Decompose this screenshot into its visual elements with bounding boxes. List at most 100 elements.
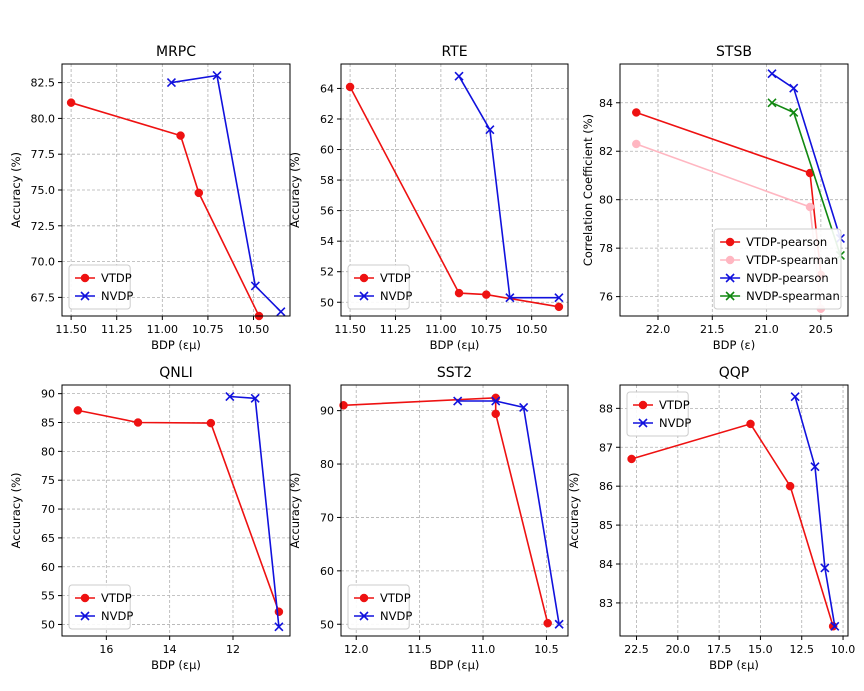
rte-legend-label: VTDP xyxy=(380,271,411,285)
qqp-legend-marker xyxy=(638,400,648,410)
mrpc-series-nvdp-point-stroke-b xyxy=(166,78,177,88)
mrpc-ytick-label: 82.5 xyxy=(31,77,56,90)
sst2-series-nvdp-point xyxy=(519,402,529,412)
qqp-series-nvdp-point-stroke-b xyxy=(830,621,840,631)
rte-ytick-label: 64 xyxy=(320,82,334,95)
stsb-series-nvdp-pearson-point-stroke-b xyxy=(789,83,799,93)
rte-ytick-label: 52 xyxy=(320,266,334,279)
mrpc-series-vtdp-point xyxy=(66,98,76,107)
rte-series-nvdp-point xyxy=(554,293,564,303)
sst2-series-nvdp-line xyxy=(457,400,560,625)
qqp-xtick-label: 17.5 xyxy=(707,643,732,656)
stsb-legend-marker xyxy=(725,273,735,283)
mrpc-legend-label: NVDP xyxy=(101,289,133,303)
qnli-axes-frame xyxy=(61,384,291,637)
mrpc-ylabel: Accuracy (%) xyxy=(9,152,23,228)
rte-ytick-label: 50 xyxy=(320,296,334,309)
stsb-legend-label: NVDP-pearson xyxy=(746,271,829,285)
sst2-legend-entry: VTDP xyxy=(354,591,411,605)
stsb-legend-marker xyxy=(725,291,735,301)
chart-stsb: 22.0 21.5 21.0 20.5 76 78 80 82 84 STSB BDP (ε) Cor… xyxy=(581,44,849,352)
rte-ytick-label: 60 xyxy=(320,144,334,157)
qqp-series-nvdp-point-stroke-b xyxy=(810,462,820,472)
qqp-ytick-label: 85 xyxy=(599,519,613,532)
stsb-axes-frame xyxy=(619,63,849,317)
chart-qqp: 22.5 20.0 17.5 15.0 12.5 10.0 83 84 85 86 87 88 QQP B… xyxy=(567,365,855,672)
qnli-ytick-label: 70 xyxy=(41,503,55,516)
sst2-series-vtdp-point xyxy=(491,409,500,419)
rte-ylabel: Accuracy (%) xyxy=(288,152,302,228)
qnli-series-nvdp-point xyxy=(250,393,260,403)
mrpc-series-vtdp xyxy=(66,98,264,321)
qnli-legend-marker xyxy=(80,593,90,603)
stsb-legend-entry: NVDP-spearman xyxy=(720,289,840,303)
qnli-series-nvdp-point-stroke-b xyxy=(225,391,235,402)
qqp-xtick-label: 22.5 xyxy=(624,643,649,656)
rte-series-vtdp-line xyxy=(349,86,560,308)
sst2-series-nvdp xyxy=(453,396,564,629)
rte-legend-marker-stroke-b xyxy=(359,291,369,301)
mrpc-series-nvdp-point xyxy=(250,281,260,291)
stsb-legend-marker xyxy=(725,237,735,247)
mrpc-ytick-label: 75.0 xyxy=(31,184,56,197)
mrpc-series-nvdp-line xyxy=(171,74,282,313)
qqp-series-nvdp-point xyxy=(820,563,830,573)
qnli-legend-entry: NVDP xyxy=(75,609,133,623)
qqp-series-nvdp-point xyxy=(790,392,800,402)
sst2-series-nvdp-point-stroke-b xyxy=(519,402,529,412)
rte-series-nvdp-point-stroke-b xyxy=(505,293,515,303)
stsb-series-vtdp-spearman-point xyxy=(805,202,815,212)
qqp-ytick-label: 88 xyxy=(599,402,613,415)
stsb-xtick-label: 20.5 xyxy=(809,323,834,336)
rte-series-vtdp xyxy=(345,82,564,312)
qnli-series-vtdp-point xyxy=(133,418,143,427)
stsb-legend-marker xyxy=(725,255,735,265)
qnli-xtick-label: 14 xyxy=(163,643,177,656)
sst2-axes-frame xyxy=(340,384,569,637)
mrpc-series-nvdp-point-stroke-b xyxy=(276,307,286,317)
sst2-xtick-label: 11.0 xyxy=(471,643,496,656)
sst2-series-vtdp-point xyxy=(543,618,552,628)
sst2-ytick-label: 80 xyxy=(320,458,334,471)
stsb-xtick-label: 21.5 xyxy=(700,323,725,336)
rte-xtick-label: 11.50 xyxy=(334,323,366,336)
sst2-xlabel: BDP (εμ) xyxy=(430,658,480,672)
stsb-series-nvdp-spearman-point-stroke-b xyxy=(789,107,799,118)
mrpc-legend-marker xyxy=(80,291,90,301)
qnli-ytick-label: 60 xyxy=(41,561,55,574)
qqp-ylabel: Accuracy (%) xyxy=(567,472,581,548)
qnli-series-vtdp xyxy=(73,406,284,617)
qnli-series-nvdp-point xyxy=(274,622,284,632)
rte-series-nvdp-point xyxy=(485,125,495,135)
qqp-series-vtdp-point xyxy=(746,419,755,429)
qqp-series-vtdp-line xyxy=(631,422,834,627)
mrpc-legend-label: VTDP xyxy=(101,271,132,285)
qnli-ylabel: Accuracy (%) xyxy=(9,472,23,548)
chart-sst2: 12.0 11.5 11.0 10.5 50 60 70 80 90 SST2 BDP (εμ) Ac… xyxy=(288,365,569,672)
stsb-series-nvdp-spearman-point-stroke-b xyxy=(767,98,777,108)
stsb-series-nvdp-spearman-point xyxy=(789,107,799,118)
mrpc-legend-marker-stroke-b xyxy=(80,291,90,301)
mrpc-legend-entry: VTDP xyxy=(75,271,132,285)
mrpc-xtick-label: 10.50 xyxy=(238,323,270,336)
stsb-legend-label: NVDP-spearman xyxy=(746,289,840,303)
qqp-series-nvdp-line xyxy=(794,396,836,627)
sst2-ytick-label: 70 xyxy=(320,511,334,524)
qqp-ytick-label: 84 xyxy=(599,558,613,571)
mrpc-series-vtdp-point xyxy=(194,188,204,198)
stsb-series-nvdp-pearson-point xyxy=(789,83,799,93)
stsb-legend-marker-stroke-b xyxy=(725,291,735,301)
stsb-series-nvdp-pearson xyxy=(767,69,845,244)
qqp-series-nvdp-point-stroke-b xyxy=(790,392,800,402)
rte-ytick-label: 62 xyxy=(320,113,334,126)
qnli-legend-marker xyxy=(80,611,90,621)
rte-series-nvdp xyxy=(454,71,564,303)
mrpc-series-nvdp-point xyxy=(166,78,177,88)
mrpc-title: MRPC xyxy=(156,44,196,60)
sst2-series-vtdp xyxy=(339,393,552,628)
mrpc-series-nvdp-point-stroke-b xyxy=(212,70,222,81)
stsb-xtick-label: 22.0 xyxy=(646,323,671,336)
qnli-title: QNLI xyxy=(159,365,192,381)
qqp-series-nvdp xyxy=(790,392,840,631)
stsb-ytick-label: 76 xyxy=(599,291,613,304)
